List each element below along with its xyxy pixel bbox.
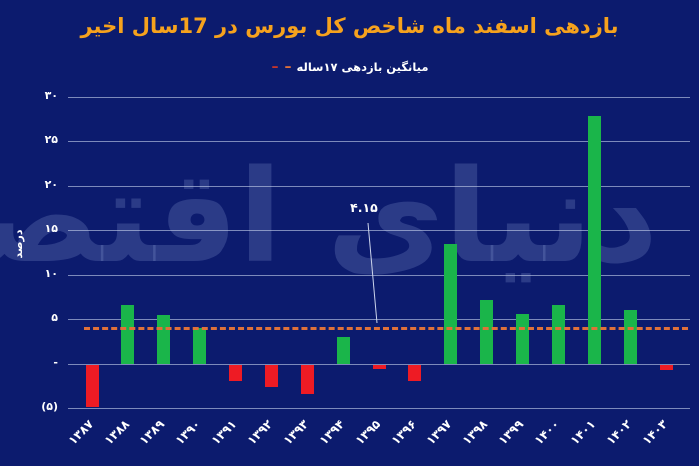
gridline: [68, 230, 690, 232]
bar-1403: [659, 364, 673, 370]
bar-1391: [229, 364, 242, 381]
bar-1397: [444, 243, 458, 364]
bar-1390: [193, 328, 207, 364]
bar-1395: [372, 364, 386, 369]
bar-1387: [85, 364, 99, 408]
x-axis-tick-labels: ۱۳۸۷ ۱۳۸۸ ۱۳۸۹ ۱۳۹۰ ۱۳۹۱ ۱۳۹۲ ۱۳۹۳ ۱۳۹۴ ۱۳۹۵ ۱۳۹۶…: [65, 97, 690, 466]
x-tick-label-1395: ۱۳۹۵: [352, 417, 383, 448]
bar-1402: [623, 310, 637, 364]
y-tick-label: ۱۵: [44, 222, 58, 236]
x-tick-label-1388: ۱۳۸۸: [101, 417, 132, 448]
gridline: [68, 363, 690, 365]
gridline: [68, 185, 690, 187]
x-tick-label-1398: ۱۳۹۸: [459, 417, 491, 448]
legend: میانگین بازدهی ۱۷ساله – –: [0, 59, 699, 75]
gridline: [68, 141, 690, 143]
gridline: [68, 274, 690, 276]
y-tick-label: ۳۰: [44, 89, 58, 102]
bar-1396: [408, 364, 422, 382]
gridline: [68, 97, 690, 98]
y-tick-label: ۱۰: [44, 266, 58, 280]
y-tick-label: ۵: [51, 311, 58, 325]
gridline: [68, 408, 690, 409]
gridline: [68, 319, 690, 321]
bar-chart-plot: ۴.۱۵: [68, 97, 690, 409]
y-tick-label: ۲۰: [44, 177, 58, 191]
bar-1400: [551, 304, 565, 364]
x-tick-label-1389: ۱۳۸۹: [137, 417, 168, 448]
bar-1392: [264, 364, 278, 387]
x-tick-label-1391: ۱۳۹۱: [208, 417, 240, 448]
y-tick-label: -: [53, 355, 58, 369]
x-tick-label-1387: ۱۳۸۷: [65, 417, 96, 448]
legend-dash-icon: –: [271, 59, 279, 75]
legend-dash-icon: –: [284, 59, 292, 75]
bar-1393: [300, 364, 314, 394]
bar-1399: [516, 313, 529, 364]
x-tick-label-1392: ۱۳۹۲: [244, 417, 276, 448]
x-tick-label-1399: ۱۳۹۹: [495, 417, 527, 448]
x-tick-label-1390: ۱۳۹۰: [172, 417, 204, 448]
y-axis-tick-labels: ۳۰ ۲۵ ۲۰ ۱۵ ۱۰ ۵ - (۵): [24, 89, 62, 413]
bar-1394: [336, 336, 350, 364]
x-tick-label-1401: ۱۴۰۱: [567, 417, 599, 448]
bar-1398: [480, 300, 494, 364]
x-tick-label-1394: ۱۳۹۴: [316, 417, 348, 448]
chart-title: بازدهی اسفند ماه شاخص کل بورس در 17سال ا…: [80, 14, 619, 38]
x-tick-label-1396: ۱۳۹۶: [388, 417, 419, 448]
x-tick-label-1403: ۱۴۰۳: [639, 417, 670, 448]
annotation-leader-line: [367, 222, 378, 324]
x-tick-label-1397: ۱۳۹۷: [424, 417, 455, 448]
bar-1401: [587, 115, 601, 364]
x-tick-label-1393: ۱۳۹۳: [280, 417, 312, 448]
x-tick-label-1402: ۱۴۰۲: [603, 417, 635, 448]
average-value-annotation: ۴.۱۵: [350, 200, 378, 215]
y-tick-label: (۵): [41, 400, 58, 413]
y-tick-label: ۲۵: [44, 133, 58, 147]
legend-label: میانگین بازدهی ۱۷ساله: [296, 60, 429, 74]
average-dashed-line: [84, 326, 688, 330]
bar-1388: [121, 304, 135, 364]
x-tick-label-1400: ۱۴۰۰: [531, 417, 563, 448]
